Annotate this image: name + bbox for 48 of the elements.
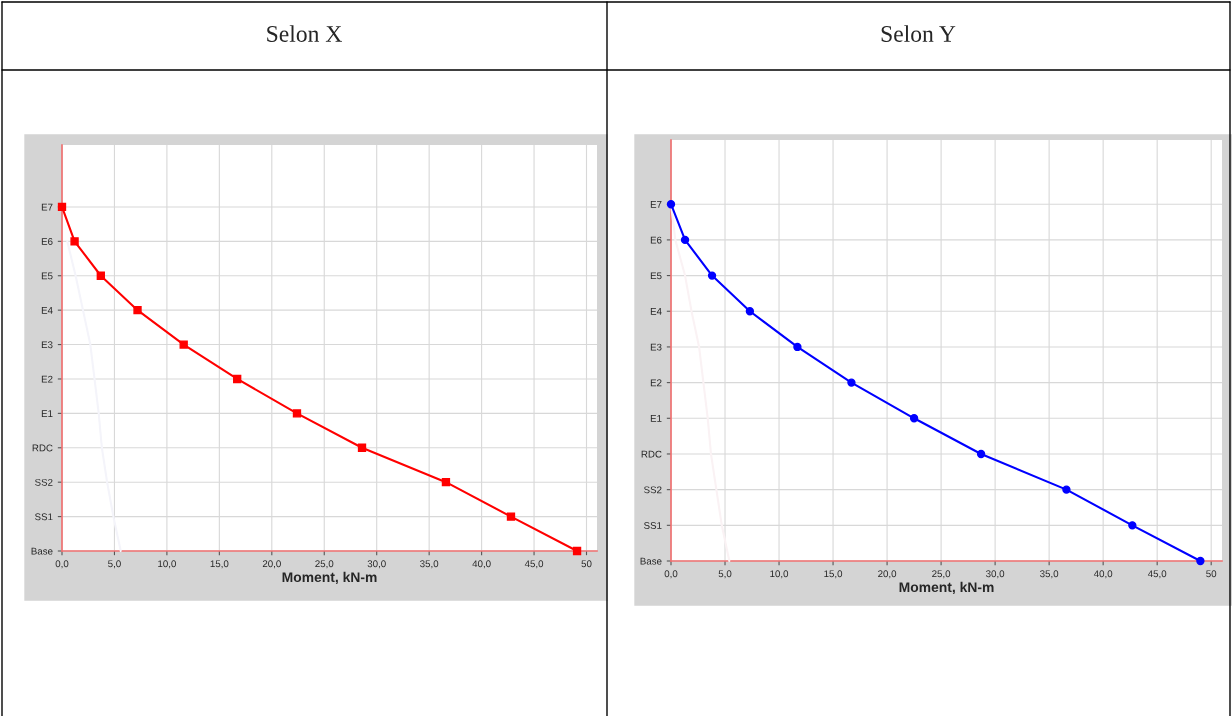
- y-tick-label: E5: [650, 272, 662, 280]
- y-tick-label: E2: [41, 375, 53, 383]
- y-tick-label: SS2: [35, 478, 53, 486]
- y-tick-label: Base: [31, 547, 53, 555]
- x-tick-label: 30,0: [367, 560, 386, 569]
- x-tick-label: 0,0: [664, 570, 678, 579]
- y-tick-label: E7: [41, 203, 53, 211]
- y-tick-label: E5: [41, 272, 53, 280]
- x-tick-label: 45,0: [524, 560, 544, 569]
- x-tick-label: 50: [581, 560, 592, 568]
- x-axis-title: Moment, kN-m: [282, 571, 377, 585]
- x-tick-label: 50: [1206, 570, 1217, 578]
- y-tick-label: E3: [650, 343, 662, 351]
- y-tick-label: E1: [41, 410, 53, 417]
- x-tick-label: 30,0: [986, 570, 1005, 579]
- x-tick-label: 25,0: [932, 570, 951, 579]
- y-tick-label: Base: [640, 557, 662, 565]
- x-tick-label: 15,0: [210, 560, 229, 569]
- x-tick-label: 45,0: [1147, 570, 1167, 579]
- x-tick-label: 35,0: [1040, 570, 1059, 579]
- x-tick-label: 10,0: [158, 560, 176, 569]
- y-tick-label: E2: [650, 379, 662, 387]
- x-tick-label: 15,0: [824, 570, 843, 579]
- x-axis-title: Moment, kN-m: [899, 581, 994, 595]
- chart-title: Selon Y: [881, 25, 956, 42]
- y-tick-label: RDC: [32, 444, 53, 452]
- y-tick-label: E4: [650, 308, 662, 315]
- y-tick-label: E1: [650, 415, 662, 422]
- x-tick-label: 20,0: [878, 570, 897, 579]
- x-tick-label: 40,0: [1093, 570, 1113, 579]
- y-tick-label: E3: [41, 341, 53, 349]
- y-tick-label: E7: [650, 201, 662, 208]
- x-tick-label: 35,0: [420, 560, 439, 569]
- x-tick-label: 5,0: [718, 570, 732, 579]
- x-tick-label: 20,0: [262, 560, 281, 569]
- y-tick-label: E4: [41, 306, 53, 314]
- y-tick-label: E6: [41, 238, 53, 245]
- x-tick-label: 0,0: [55, 560, 69, 569]
- x-tick-label: 25,0: [315, 560, 334, 569]
- y-tick-label: RDC: [641, 450, 662, 458]
- y-tick-label: E6: [650, 236, 662, 244]
- x-tick-label: 5,0: [108, 560, 121, 569]
- y-tick-label: SS2: [644, 486, 662, 494]
- x-tick-label: 10,0: [770, 570, 789, 579]
- y-tick-label: SS1: [644, 522, 662, 529]
- chart-title: Selon X: [267, 25, 342, 42]
- y-tick-label: SS1: [35, 513, 53, 521]
- x-tick-label: 40,0: [472, 560, 491, 569]
